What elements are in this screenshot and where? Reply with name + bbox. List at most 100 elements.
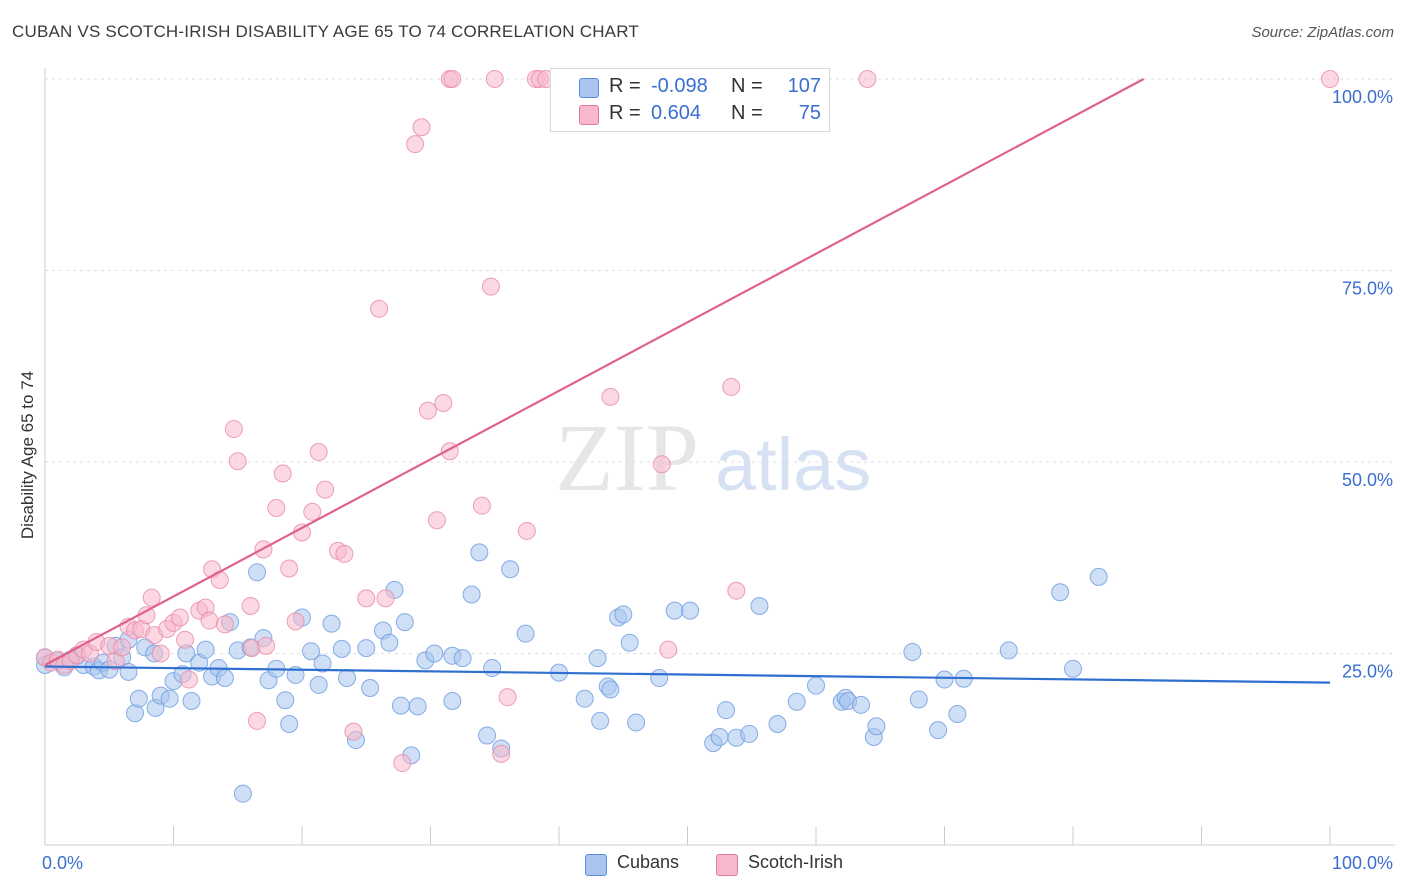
legend-r-label: R = — [609, 75, 641, 97]
point-cubans — [591, 711, 610, 730]
point-scotch-irish — [370, 299, 389, 318]
point-scotch-irish — [434, 394, 453, 413]
point-cubans — [1089, 567, 1108, 586]
legend-r-value: 0.604 — [651, 102, 702, 124]
point-scotch-irish — [492, 744, 511, 763]
point-scotch-irish — [335, 544, 354, 563]
point-scotch-irish — [309, 443, 328, 462]
point-cubans — [787, 692, 806, 711]
point-cubans — [313, 654, 332, 673]
point-cubans — [717, 701, 736, 720]
point-cubans — [380, 633, 399, 652]
point-scotch-irish — [481, 277, 500, 296]
point-cubans — [681, 601, 700, 620]
x-tick-label: 100.0% — [1332, 853, 1393, 873]
point-scotch-irish — [176, 630, 195, 649]
y-tick-label: 50.0% — [1342, 470, 1393, 490]
legend-n-value: 107 — [787, 75, 821, 97]
point-scotch-irish — [316, 480, 335, 499]
point-cubans — [361, 678, 380, 697]
point-cubans — [948, 705, 967, 724]
point-scotch-irish — [443, 70, 462, 88]
point-scotch-irish — [344, 722, 363, 741]
point-cubans — [501, 560, 520, 579]
point-scotch-irish — [498, 688, 517, 707]
point-scotch-irish — [228, 452, 247, 471]
point-scotch-irish — [659, 640, 678, 659]
point-cubans — [665, 601, 684, 620]
legend-swatch-cubans — [579, 78, 599, 98]
point-scotch-irish — [170, 608, 189, 627]
legend-n-label: N = — [731, 102, 763, 124]
point-cubans — [233, 784, 252, 803]
point-cubans — [391, 696, 410, 715]
point-scotch-irish — [241, 597, 260, 616]
point-scotch-irish — [224, 420, 243, 439]
point-cubans — [470, 543, 489, 562]
point-scotch-irish — [267, 498, 286, 517]
x-tick-label: 0.0% — [42, 853, 83, 873]
point-scotch-irish — [393, 754, 412, 773]
point-cubans — [425, 644, 444, 663]
point-scotch-irish — [142, 588, 161, 607]
point-cubans — [483, 659, 502, 678]
point-cubans — [478, 726, 497, 745]
point-cubans — [443, 691, 462, 710]
point-cubans — [575, 689, 594, 708]
point-cubans — [903, 642, 922, 661]
point-cubans — [620, 633, 639, 652]
watermark-atlas: atlas — [715, 423, 871, 506]
point-cubans — [357, 639, 376, 658]
point-scotch-irish — [472, 496, 491, 515]
point-cubans — [248, 563, 267, 582]
point-scotch-irish — [215, 615, 234, 634]
x-tick-labels: 0.0% 100.0% — [42, 853, 1393, 873]
correlation-legend: R = -0.098 N = 107 R = 0.604 N = 75 — [550, 68, 830, 132]
point-cubans — [929, 721, 948, 740]
point-scotch-irish — [722, 377, 741, 396]
point-scotch-irish — [113, 638, 132, 657]
gridlines — [45, 78, 1395, 654]
trend-line-scotch-irish — [44, 78, 1145, 666]
point-cubans — [588, 649, 607, 668]
y-tick-label: 25.0% — [1342, 662, 1393, 682]
point-cubans — [601, 680, 620, 699]
watermark-zip: ZIP — [555, 404, 699, 511]
y-tick-label: 100.0% — [1332, 87, 1393, 107]
bottom-legend-swatch-scotch-irish — [716, 854, 738, 876]
legend-n-label: N = — [731, 75, 763, 97]
point-cubans — [129, 689, 148, 708]
point-scotch-irish — [280, 559, 299, 578]
point-scotch-irish — [293, 523, 311, 542]
point-scotch-irish — [179, 670, 198, 689]
point-cubans — [1051, 583, 1070, 602]
point-cubans — [408, 697, 427, 716]
legend-row-cubans: R = -0.098 N = 107 — [551, 73, 829, 101]
point-cubans — [768, 714, 787, 733]
point-cubans — [750, 597, 769, 616]
point-scotch-irish — [273, 464, 292, 483]
point-scotch-irish — [200, 611, 219, 630]
point-cubans — [867, 717, 886, 736]
point-scotch-irish — [376, 589, 395, 608]
point-cubans — [909, 690, 928, 709]
point-cubans — [276, 691, 295, 710]
bottom-legend-swatch-cubans — [585, 854, 607, 876]
trend-lines — [44, 78, 1331, 684]
point-scotch-irish — [1321, 70, 1339, 88]
point-cubans — [627, 713, 646, 732]
point-scotch-irish — [286, 612, 305, 631]
point-cubans — [196, 640, 215, 659]
point-scotch-irish — [357, 589, 376, 608]
bottom-legend-label-scotch-irish: Scotch-Irish — [748, 852, 844, 872]
legend-r-label: R = — [609, 102, 641, 124]
point-scotch-irish — [406, 135, 425, 154]
point-scotch-irish — [652, 455, 671, 474]
point-cubans — [301, 642, 320, 661]
chart-title: CUBAN VS SCOTCH-IRISH DISABILITY AGE 65 … — [12, 22, 639, 41]
watermark: ZIP atlas — [555, 404, 871, 511]
point-cubans — [160, 689, 179, 708]
point-scotch-irish — [727, 581, 746, 600]
point-scotch-irish — [485, 70, 504, 88]
